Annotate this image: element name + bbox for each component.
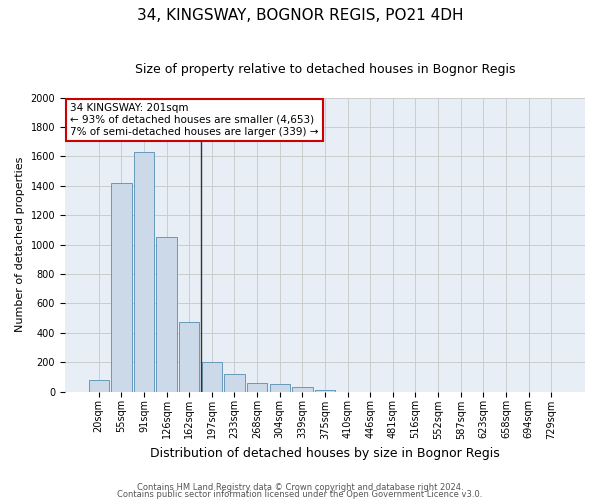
Bar (111, 183, 131, 392)
Bar (157, 237, 177, 392)
Title: Size of property relative to detached houses in Bognor Regis: Size of property relative to detached ho… (135, 62, 515, 76)
Bar (269, 384, 290, 392)
Text: 34, KINGSWAY, BOGNOR REGIS, PO21 4DH: 34, KINGSWAY, BOGNOR REGIS, PO21 4DH (137, 8, 463, 22)
Bar (179, 322, 199, 392)
Bar (202, 362, 222, 392)
Bar (134, 152, 154, 392)
Text: Contains public sector information licensed under the Open Government Licence v3: Contains public sector information licen… (118, 490, 482, 499)
Bar (247, 382, 267, 392)
Bar (89, 380, 109, 392)
Text: Contains HM Land Registry data © Crown copyright and database right 2024.: Contains HM Land Registry data © Crown c… (137, 484, 463, 492)
X-axis label: Distribution of detached houses by size in Bognor Regis: Distribution of detached houses by size … (150, 447, 500, 460)
Bar (224, 374, 245, 392)
Bar (292, 387, 313, 392)
Y-axis label: Number of detached properties: Number of detached properties (15, 157, 25, 332)
Text: 34 KINGSWAY: 201sqm
← 93% of detached houses are smaller (4,653)
7% of semi-deta: 34 KINGSWAY: 201sqm ← 93% of detached ho… (70, 104, 319, 136)
Bar (315, 390, 335, 392)
